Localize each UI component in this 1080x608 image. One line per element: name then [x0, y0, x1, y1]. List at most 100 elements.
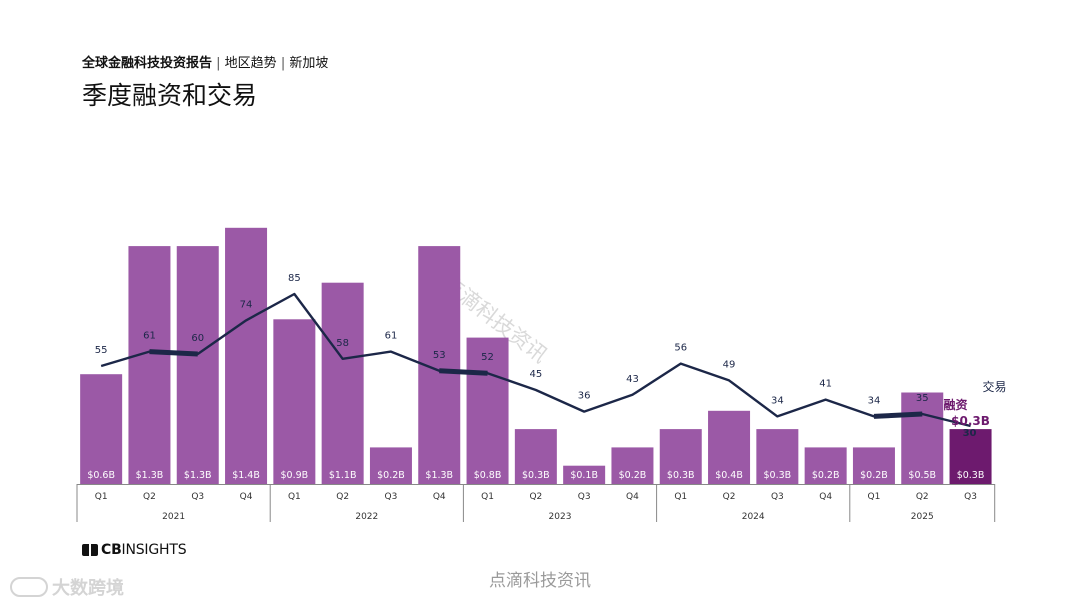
- funding-bar: [466, 337, 509, 484]
- funding-bar: [321, 282, 364, 484]
- quarter-tick-label: Q1: [674, 492, 687, 502]
- deals-value-label: 61: [385, 331, 398, 342]
- deals-value-label: 61: [143, 331, 156, 342]
- funding-bar: [901, 392, 944, 484]
- quarter-tick-label: Q1: [95, 492, 108, 502]
- header: 全球金融科技投资报告 | 地区趋势 | 新加坡 季度融资和交易: [82, 54, 328, 114]
- page-title: 季度融资和交易: [82, 81, 258, 110]
- bottom-watermark: 点滴科技资讯: [489, 571, 591, 591]
- funding-bar-label: $0.8B: [474, 470, 502, 481]
- quarter-tick-label: Q3: [385, 492, 398, 502]
- deals-value-label: 34: [771, 395, 784, 406]
- deals-series-label: 交易: [983, 379, 1007, 394]
- funding-bar: [80, 374, 123, 484]
- deals-value-label: 56: [674, 343, 687, 354]
- cbinsights-logo-icon: [82, 544, 98, 556]
- funding-bar: [273, 319, 316, 484]
- deals-line-flat-segment: [439, 368, 488, 376]
- funding-bar-label: $0.6B: [87, 470, 115, 481]
- funding-bar: [804, 447, 847, 484]
- country-label: 新加坡: [289, 56, 329, 71]
- quarter-tick-label: Q3: [771, 492, 784, 502]
- funding-bar-label: $0.3B: [764, 470, 792, 481]
- left-watermark: 大数跨境: [10, 574, 124, 600]
- quarter-tick-label: Q1: [288, 492, 301, 502]
- deals-value-label: 30: [963, 428, 977, 439]
- funding-latest-label: $0.3B: [951, 414, 990, 428]
- quarter-tick-label: Q2: [336, 492, 349, 502]
- year-label: 2024: [742, 512, 765, 522]
- funding-bar: [852, 447, 895, 484]
- funding-bar-label: $0.4B: [715, 470, 743, 481]
- funding-bar: [176, 246, 219, 484]
- deals-line-flat-segment: [149, 349, 198, 357]
- quarter-tick-label: Q3: [191, 492, 204, 502]
- funding-bar: [369, 447, 412, 484]
- quarter-tick-label: Q2: [143, 492, 156, 502]
- funding-bar: [225, 227, 268, 485]
- quarter-tick-label: Q4: [626, 492, 639, 502]
- funding-bar-label: $1.3B: [184, 470, 212, 481]
- deals-value-label: 52: [481, 352, 494, 363]
- funding-bar-label: $1.3B: [425, 470, 453, 481]
- funding-bar: [949, 429, 992, 484]
- funding-bar-label: $1.4B: [232, 470, 260, 481]
- funding-bar-label: $1.3B: [136, 470, 164, 481]
- funding-bar-label: $0.3B: [957, 470, 985, 481]
- quarter-tick-label: Q3: [964, 492, 977, 502]
- funding-bar: [514, 429, 557, 484]
- deals-value-label: 74: [240, 299, 253, 310]
- funding-bar-label: $0.2B: [860, 470, 888, 481]
- deals-value-label: 34: [868, 395, 881, 406]
- deals-value-label: 36: [578, 391, 591, 402]
- quarter-tick-label: Q1: [868, 492, 881, 502]
- deals-value-label: 55: [95, 345, 108, 356]
- report-name: 全球金融科技投资报告: [82, 56, 213, 71]
- deals-line-flat-segment: [873, 411, 923, 419]
- quarter-tick-label: Q3: [578, 492, 591, 502]
- year-label: 2023: [549, 512, 572, 522]
- funding-bar-label: $1.1B: [329, 470, 357, 481]
- funding-bar-label: $0.9B: [281, 470, 309, 481]
- deals-value-label: 41: [819, 379, 832, 390]
- funding-bar-label: $0.5B: [908, 470, 936, 481]
- quarter-tick-label: Q2: [916, 492, 929, 502]
- funding-bar-label: $0.2B: [377, 470, 405, 481]
- quarter-tick-label: Q2: [529, 492, 542, 502]
- funding-bar: [128, 246, 171, 484]
- year-label: 2021: [162, 512, 185, 522]
- deals-value-label: 85: [288, 273, 301, 284]
- left-watermark-text: 大数跨境: [52, 578, 124, 599]
- deals-line: [100, 292, 971, 428]
- cbinsights-logo: CB INSIGHTS: [82, 542, 187, 558]
- deals-value-label: 58: [336, 338, 349, 349]
- funding-series-label: 融资: [944, 397, 968, 412]
- deals-value-label: 45: [529, 369, 542, 380]
- funding-bar-label: $0.2B: [619, 470, 647, 481]
- funding-bar: [756, 429, 799, 484]
- funding-bar: [708, 410, 751, 484]
- funding-bar-label: $0.1B: [570, 470, 598, 481]
- deals-value-label: 43: [626, 374, 639, 385]
- deals-value-label: 53: [433, 350, 446, 361]
- watermark-logo-icon: [10, 577, 48, 597]
- logo-insights-text: INSIGHTS: [121, 542, 187, 558]
- deals-value-label: 49: [723, 359, 736, 370]
- funding-bar: [659, 429, 702, 484]
- quarter-tick-label: Q4: [433, 492, 446, 502]
- funding-bar-label: $0.3B: [522, 470, 550, 481]
- funding-bar: [611, 447, 654, 484]
- report-breadcrumb: 全球金融科技投资报告 | 地区趋势 | 新加坡: [82, 56, 329, 71]
- quarter-tick-label: Q2: [723, 492, 736, 502]
- funding-bar-label: $0.3B: [667, 470, 695, 481]
- deals-value-label: 60: [191, 333, 204, 344]
- logo-cb-text: CB: [101, 542, 122, 558]
- quarter-tick-label: Q4: [819, 492, 832, 502]
- quarter-tick-label: Q4: [240, 492, 253, 502]
- deals-value-label: 35: [916, 393, 929, 404]
- funding-bar-label: $0.2B: [812, 470, 840, 481]
- funding-bar: [563, 465, 606, 484]
- quarter-tick-label: Q1: [481, 492, 494, 502]
- year-label: 2025: [911, 512, 934, 522]
